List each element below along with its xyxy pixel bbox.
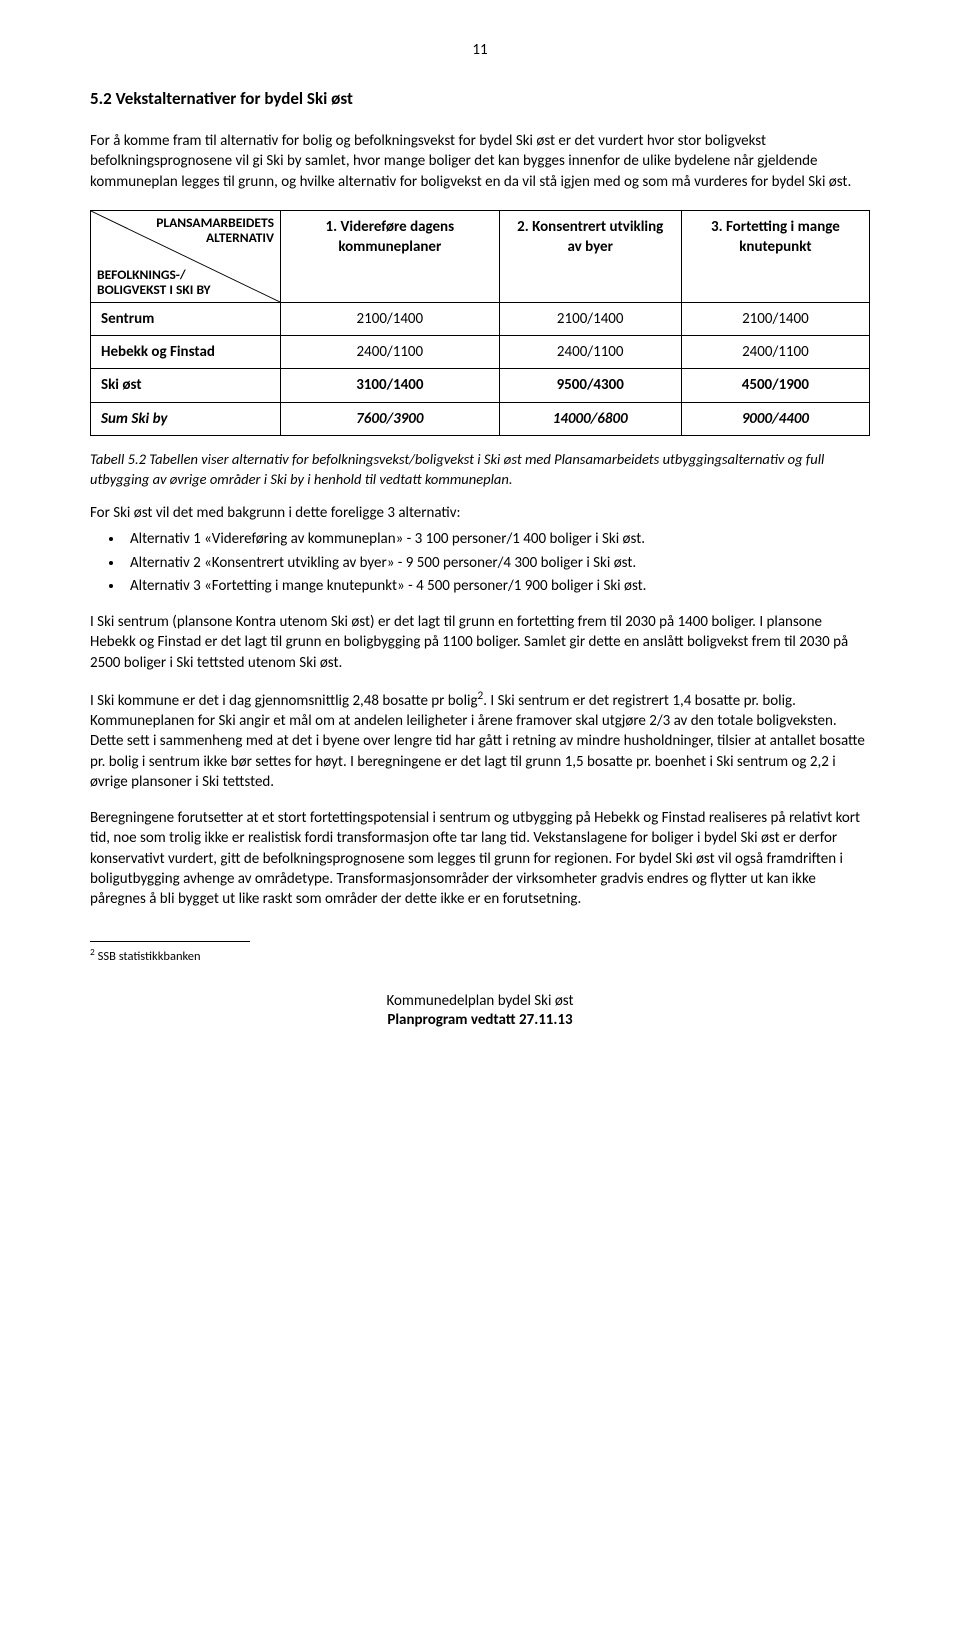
- intro-paragraph: For å komme fram til alternativ for boli…: [90, 131, 870, 192]
- table-caption: Tabell 5.2 Tabellen viser alternativ for…: [90, 450, 870, 489]
- row-value: 7600/3900: [281, 402, 500, 435]
- row-value: 4500/1900: [681, 369, 869, 402]
- diag-top-label: PLANSAMARBEIDETS ALTERNATIV: [156, 215, 274, 246]
- growth-alternatives-table: PLANSAMARBEIDETS ALTERNATIV BEFOLKNINGS-…: [90, 210, 870, 436]
- row-label: Sum Ski by: [91, 402, 281, 435]
- page-number: 11: [90, 40, 870, 60]
- row-value: 2100/1400: [281, 302, 500, 335]
- bullets-lead-in: For Ski øst vil det med bakgrunn i dette…: [90, 503, 870, 523]
- table-row: Hebekk og Finstad 2400/1100 2400/1100 24…: [91, 336, 870, 369]
- row-value: 14000/6800: [499, 402, 681, 435]
- diagonal-header-cell: PLANSAMARBEIDETS ALTERNATIV BEFOLKNINGS-…: [91, 210, 281, 302]
- list-item: Alternativ 2 «Konsentrert utvikling av b…: [124, 553, 870, 573]
- row-value: 9000/4400: [681, 402, 869, 435]
- paragraph: I Ski sentrum (plansone Kontra utenom Sk…: [90, 612, 870, 673]
- row-value: 2100/1400: [499, 302, 681, 335]
- table-row: Ski øst 3100/1400 9500/4300 4500/1900: [91, 369, 870, 402]
- diag-bottom-label: BEFOLKNINGS-/ BOLIGVEKST I SKI BY: [97, 267, 211, 298]
- col-header-3: 3. Fortetting i mange knutepunkt: [681, 210, 869, 302]
- col-header-1: 1. Videreføre dagens kommuneplaner: [281, 210, 500, 302]
- section-heading: 5.2 Vekstalternativer for bydel Ski øst: [90, 88, 870, 111]
- row-label: Sentrum: [91, 302, 281, 335]
- paragraph: Beregningene forutsetter at et stort for…: [90, 808, 870, 909]
- footnote-rule: [90, 941, 250, 942]
- row-value: 2400/1100: [499, 336, 681, 369]
- table-row: Sentrum 2100/1400 2100/1400 2100/1400: [91, 302, 870, 335]
- table-row: Sum Ski by 7600/3900 14000/6800 9000/440…: [91, 402, 870, 435]
- footnote: 2 SSB statistikkbanken: [90, 946, 870, 966]
- row-value: 2400/1100: [281, 336, 500, 369]
- list-item: Alternativ 3 «Fortetting i mange knutepu…: [124, 576, 870, 596]
- row-label: Hebekk og Finstad: [91, 336, 281, 369]
- list-item: Alternativ 1 «Videreføring av kommunepla…: [124, 529, 870, 549]
- alternatives-list: Alternativ 1 «Videreføring av kommunepla…: [90, 529, 870, 596]
- row-label: Ski øst: [91, 369, 281, 402]
- col-header-2: 2. Konsentrert utvikling av byer: [499, 210, 681, 302]
- row-value: 9500/4300: [499, 369, 681, 402]
- paragraph: I Ski kommune er det i dag gjennomsnittl…: [90, 689, 870, 792]
- row-value: 2100/1400: [681, 302, 869, 335]
- row-value: 3100/1400: [281, 369, 500, 402]
- row-value: 2400/1100: [681, 336, 869, 369]
- page-footer: Kommunedelplan bydel Ski øst Planprogram…: [90, 992, 870, 1030]
